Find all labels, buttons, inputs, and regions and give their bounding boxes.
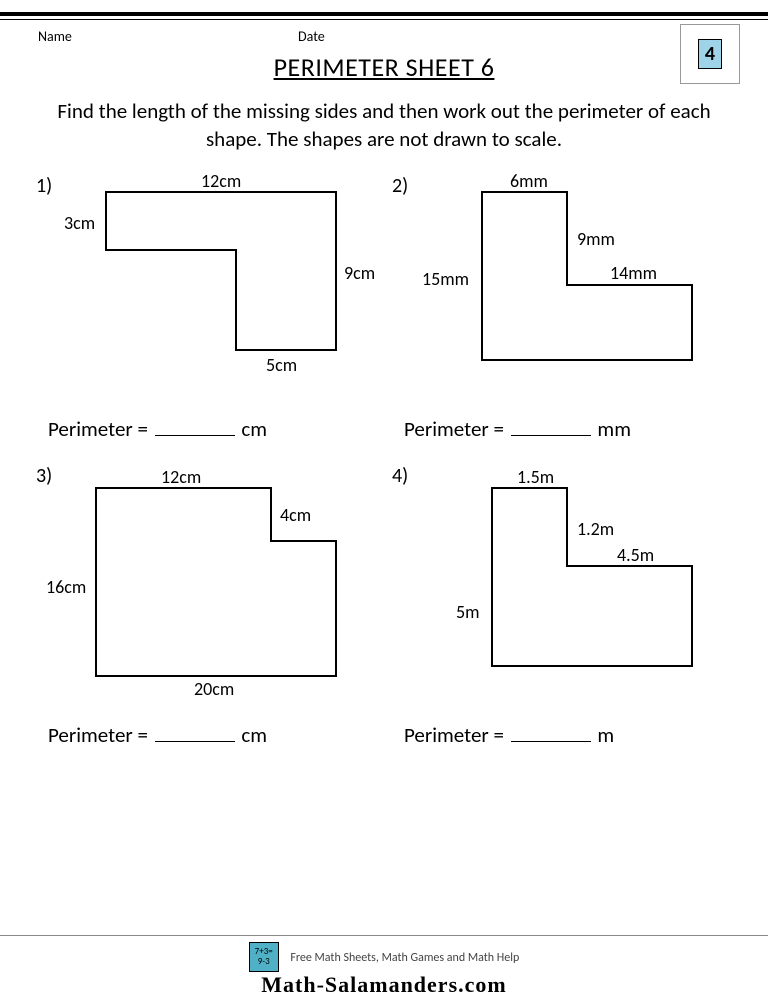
page-title: PERIMETER SHEET 6 (0, 51, 768, 83)
shape-4 (392, 466, 732, 696)
date-label: Date (298, 28, 325, 45)
dim-left: 3cm (64, 212, 95, 234)
dim-top: 1.5m (517, 466, 554, 488)
perimeter-answer-3: Perimeter = cm (28, 706, 384, 762)
perimeter-answer-1: Perimeter = cm (28, 400, 384, 456)
dim-top: 12cm (161, 466, 201, 488)
dim-right-upper: 9mm (577, 228, 615, 250)
dim-top: 12cm (201, 170, 241, 192)
shape-1 (36, 170, 376, 390)
instructions: Find the length of the missing sides and… (0, 83, 768, 164)
answer-blank[interactable] (155, 418, 235, 436)
name-label: Name (38, 28, 298, 45)
dim-top: 6mm (510, 170, 548, 192)
answer-blank[interactable] (511, 418, 591, 436)
answer-blank[interactable] (511, 724, 591, 742)
dim-left: 15mm (422, 268, 469, 290)
unit: mm (597, 416, 631, 442)
problem-1: 1) 12cm 3cm 9cm 5cm (28, 164, 384, 396)
dim-mid: 14mm (610, 262, 657, 284)
grade-number: 4 (698, 39, 722, 69)
perimeter-label: Perimeter = (48, 416, 148, 442)
footer: 7+3=9-3 Free Math Sheets, Math Games and… (0, 935, 768, 998)
perimeter-answer-2: Perimeter = mm (384, 400, 740, 456)
dim-left: 16cm (46, 576, 86, 598)
answer-blank[interactable] (155, 724, 235, 742)
perimeter-label: Perimeter = (48, 722, 148, 748)
perimeter-label: Perimeter = (404, 416, 504, 442)
header-row: Name Date 4 (0, 20, 768, 45)
footer-icon: 7+3=9-3 (249, 942, 279, 972)
grade-badge: 4 (680, 24, 740, 84)
problem-2: 2) 6mm 9mm 15mm 14mm (384, 164, 740, 396)
unit: cm (241, 416, 267, 442)
dim-mid: 4.5m (617, 544, 654, 566)
unit: m (597, 722, 614, 748)
dim-bottom: 5cm (266, 354, 297, 376)
shape-3 (36, 466, 376, 696)
problem-4: 4) 1.5m 1.2m 4.5m 5m (384, 460, 740, 702)
unit: cm (241, 722, 267, 748)
dim-right-upper: 1.2m (577, 518, 614, 540)
dim-bottom: 20cm (194, 678, 234, 700)
dim-right-upper: 4cm (280, 504, 311, 526)
footer-brand: Math-Salamanders.com (0, 972, 768, 998)
problems-grid: 1) 12cm 3cm 9cm 5cm 2) 6mm 9mm 15mm 14mm… (0, 164, 768, 762)
dim-right: 9cm (344, 262, 375, 284)
perimeter-label: Perimeter = (404, 722, 504, 748)
perimeter-answer-4: Perimeter = m (384, 706, 740, 762)
problem-3: 3) 12cm 4cm 16cm 20cm (28, 460, 384, 702)
top-rule (0, 12, 768, 20)
dim-left: 5m (456, 601, 480, 623)
footer-tagline: Free Math Sheets, Math Games and Math He… (290, 951, 519, 965)
